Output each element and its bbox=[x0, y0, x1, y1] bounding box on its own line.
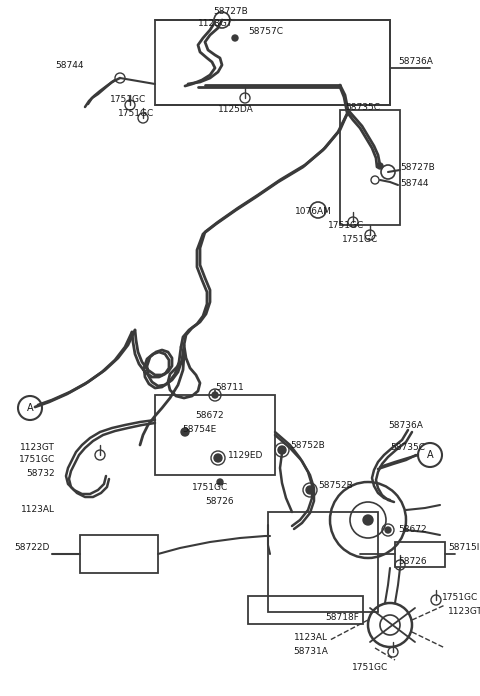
Text: A: A bbox=[27, 403, 33, 413]
Circle shape bbox=[181, 428, 189, 436]
Circle shape bbox=[377, 163, 383, 169]
Text: 58715I: 58715I bbox=[448, 544, 480, 553]
Text: 1751GC: 1751GC bbox=[342, 235, 378, 244]
Text: 58735C: 58735C bbox=[390, 443, 425, 452]
Circle shape bbox=[214, 454, 222, 462]
Text: 58722D: 58722D bbox=[14, 544, 50, 553]
Text: 1123AL: 1123AL bbox=[21, 505, 55, 514]
Text: A: A bbox=[427, 450, 433, 460]
Text: 1123GT: 1123GT bbox=[20, 443, 55, 452]
Text: 1123GT: 1123GT bbox=[448, 608, 480, 617]
Text: 58754E: 58754E bbox=[182, 425, 216, 434]
Text: 58752B: 58752B bbox=[290, 441, 325, 450]
Text: 58736A: 58736A bbox=[388, 422, 423, 431]
Bar bbox=[395, 542, 445, 567]
Text: 1751GC: 1751GC bbox=[328, 221, 364, 230]
Text: 1076AM: 1076AM bbox=[295, 207, 332, 216]
Bar bbox=[80, 535, 158, 573]
Text: 58735C: 58735C bbox=[345, 104, 380, 113]
Text: 1125DA: 1125DA bbox=[218, 106, 254, 115]
Text: 1123AL: 1123AL bbox=[294, 633, 328, 642]
Text: 58711: 58711 bbox=[215, 383, 244, 393]
Text: 58732: 58732 bbox=[26, 470, 55, 479]
Text: 58744: 58744 bbox=[55, 61, 84, 70]
Text: 1751GC: 1751GC bbox=[352, 663, 388, 672]
Circle shape bbox=[212, 392, 218, 398]
Text: 1751GC: 1751GC bbox=[442, 592, 478, 601]
Text: 58672: 58672 bbox=[195, 411, 224, 420]
Circle shape bbox=[232, 35, 238, 41]
Text: 58726: 58726 bbox=[398, 557, 427, 567]
Text: 58672: 58672 bbox=[398, 525, 427, 535]
Text: 58731A: 58731A bbox=[293, 647, 328, 656]
Text: 58752B: 58752B bbox=[318, 482, 353, 491]
Text: 1129ED: 1129ED bbox=[228, 452, 264, 461]
Circle shape bbox=[306, 486, 314, 494]
Text: 1751GC: 1751GC bbox=[19, 455, 55, 464]
Text: 1123GT: 1123GT bbox=[198, 19, 233, 29]
Bar bbox=[155, 20, 390, 105]
Circle shape bbox=[278, 446, 286, 454]
Bar bbox=[268, 512, 378, 612]
Bar bbox=[340, 110, 400, 225]
Text: 58718F: 58718F bbox=[325, 613, 359, 622]
Text: 58727B: 58727B bbox=[213, 8, 248, 17]
Circle shape bbox=[363, 515, 373, 525]
Text: 58736A: 58736A bbox=[398, 58, 433, 67]
Circle shape bbox=[385, 527, 391, 533]
Text: 58726: 58726 bbox=[205, 496, 234, 505]
Text: 1751GC: 1751GC bbox=[118, 109, 154, 118]
Bar bbox=[155, 395, 275, 475]
Text: 1751GC: 1751GC bbox=[192, 484, 228, 493]
Text: 58757C: 58757C bbox=[248, 28, 283, 36]
Circle shape bbox=[217, 479, 223, 485]
Text: 1751GC: 1751GC bbox=[110, 95, 146, 104]
Text: 58744: 58744 bbox=[400, 180, 429, 189]
Bar bbox=[248, 596, 363, 624]
Text: 58727B: 58727B bbox=[400, 164, 435, 173]
